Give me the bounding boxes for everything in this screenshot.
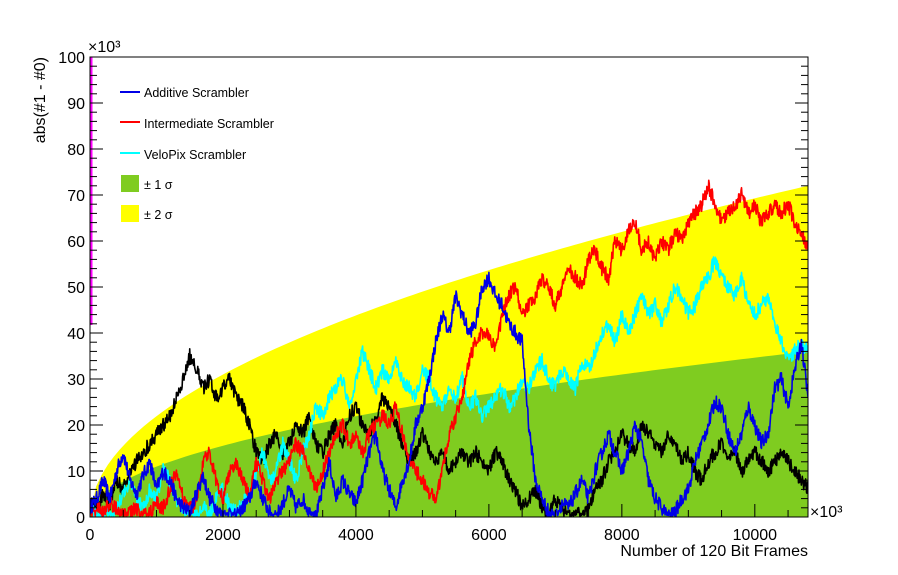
series-additive-line [90,271,808,517]
y-tick-label: 80 [67,142,85,159]
x-multiplier-label: ×10³ [810,504,843,521]
y-axis-title: abs(#1 - #0) [32,57,49,143]
legend: Additive Scrambler Intermediate Scramble… [120,86,274,222]
x-tick-label: 8000 [604,527,640,544]
x-tick-label: 0 [86,527,95,544]
legend-label-additive: Additive Scrambler [144,86,249,100]
y-tick-label: 30 [67,372,85,389]
series-intermediate-line [90,179,808,517]
legend-label-intermediate: Intermediate Scrambler [144,117,274,131]
y-tick-label: 100 [58,50,85,67]
x-tick-label: 6000 [471,527,507,544]
y-tick-label: 90 [67,96,85,113]
y-tick-label: 40 [67,326,85,343]
y-tick-label: 70 [67,188,85,205]
y-tick-label: 50 [67,280,85,297]
x-tick-label: 10000 [733,527,778,544]
legend-label-velopix: VeloPix Scrambler [144,148,246,162]
x-tick-label: 2000 [205,527,241,544]
y-tick-label: 20 [67,418,85,435]
y-multiplier-label: ×10³ [88,39,121,56]
legend-label-1sigma: ± 1 σ [144,178,173,192]
legend-swatch-2sigma [121,205,139,222]
legend-label-2sigma: ± 2 σ [144,208,173,222]
y-tick-label: 0 [76,510,85,527]
x-tick-label: 4000 [338,527,374,544]
y-axis-ticks: 0 10 20 30 40 50 60 70 80 90 100 [58,50,808,527]
y-tick-label: 10 [67,464,85,481]
series-reference-line [90,348,808,517]
legend-swatch-1sigma [121,175,139,192]
x-axis-ticks: 0 2000 4000 6000 8000 10000 [86,504,789,544]
y-tick-label: 60 [67,234,85,251]
x-axis-title: Number of 120 Bit Frames [620,543,808,560]
